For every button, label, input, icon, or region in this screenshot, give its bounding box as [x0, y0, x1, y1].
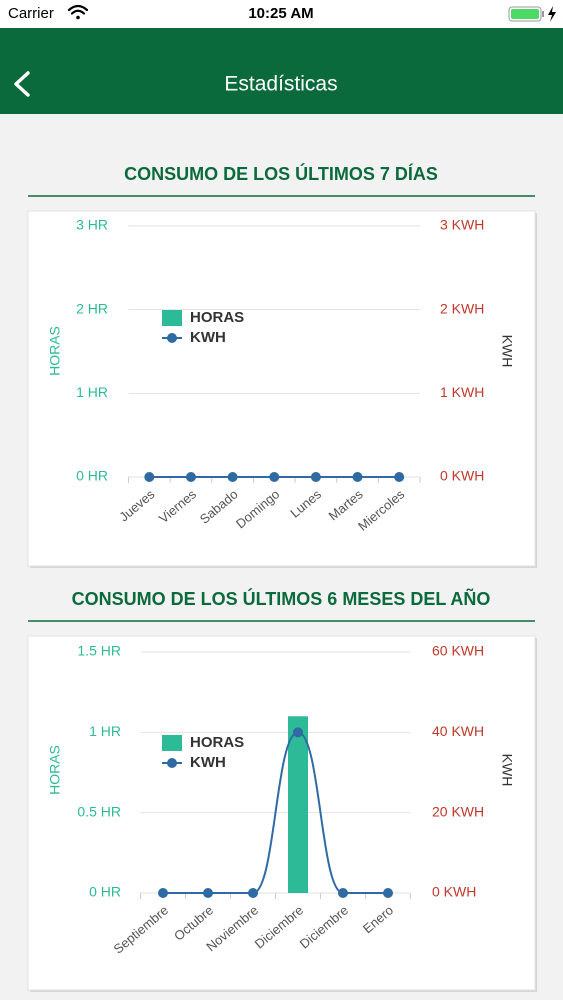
battery-icon: [508, 6, 556, 22]
point: [310, 472, 321, 482]
point: [227, 472, 238, 482]
chart-card: [27, 210, 536, 567]
status-bar: [0, 0, 563, 28]
legend-label: KWH: [190, 754, 226, 771]
wifi-icon: [67, 4, 89, 20]
point: [338, 888, 348, 898]
y-tick-label: 1.5 HR: [77, 643, 121, 659]
section-title: CONSUMO DE LOS ÚLTIMOS 7 DÍAS: [124, 163, 438, 184]
y-tick-label: 0.5 HR: [77, 803, 121, 819]
y-tick-label: 0 HR: [76, 468, 108, 484]
point: [383, 888, 393, 898]
nav-title: Estadísticas: [224, 73, 337, 96]
y-tick-label: 2 HR: [76, 300, 108, 316]
legend-label: HORAS: [190, 309, 244, 326]
legend-swatch: [162, 310, 182, 326]
y2-tick-label: 20 KWH: [432, 803, 484, 819]
point: [248, 888, 258, 898]
section-title: CONSUMO DE LOS ÚLTIMOS 6 MESES DEL AÑO: [72, 588, 491, 609]
point: [203, 888, 213, 898]
y2-tick-label: 60 KWH: [432, 643, 484, 659]
legend-swatch: [162, 735, 182, 751]
point: [394, 472, 405, 482]
y-tick-label: 0 HR: [89, 884, 121, 900]
y2-tick-label: 2 KWH: [440, 300, 484, 316]
legend-dot: [167, 333, 177, 343]
y-tick-label: 1 HR: [89, 723, 121, 739]
y-tick-label: 3 HR: [76, 217, 108, 233]
point: [185, 472, 196, 482]
y2-tick-label: 0 KWH: [440, 468, 484, 484]
clock: 10:25 AM: [248, 5, 313, 22]
legend-dot: [167, 758, 177, 768]
y-axis-title: HORAS: [47, 326, 63, 376]
y-tick-label: 1 HR: [76, 384, 108, 400]
point: [158, 888, 168, 898]
point: [293, 727, 303, 738]
back-button[interactable]: [14, 71, 30, 97]
point: [352, 472, 363, 482]
y2-tick-label: 1 KWH: [440, 384, 484, 400]
y2-tick-label: 3 KWH: [440, 217, 484, 233]
bar: [288, 716, 308, 893]
y2-axis-title: KWH: [499, 335, 515, 368]
y2-tick-label: 40 KWH: [432, 723, 484, 739]
legend-label: KWH: [190, 329, 226, 346]
point: [269, 472, 280, 482]
y2-axis-title: KWH: [499, 754, 515, 787]
legend-label: HORAS: [190, 734, 244, 751]
point: [144, 472, 155, 482]
y2-tick-label: 0 KWH: [432, 884, 476, 900]
carrier: Carrier: [8, 5, 54, 22]
y-axis-title: HORAS: [47, 745, 63, 795]
nav-bar: [0, 28, 563, 114]
